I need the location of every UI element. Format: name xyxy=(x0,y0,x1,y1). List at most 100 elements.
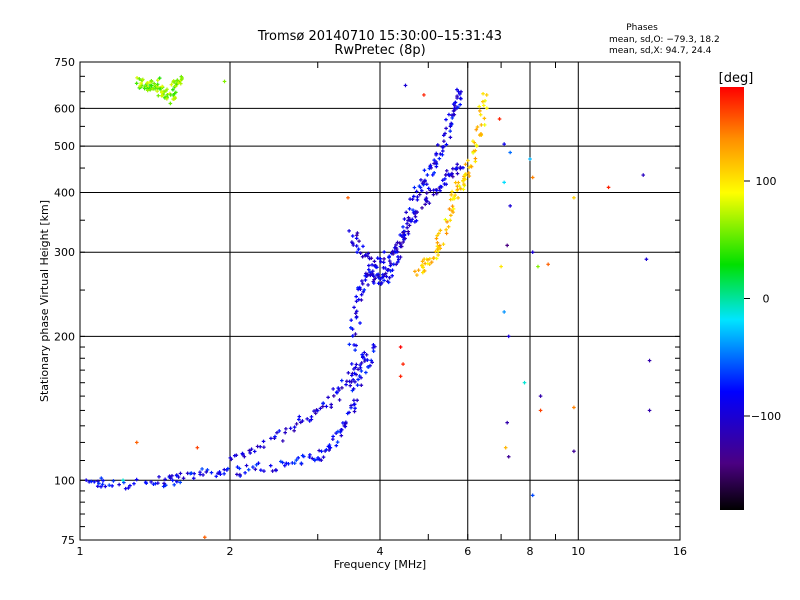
data-point xyxy=(358,251,363,255)
data-point xyxy=(134,81,139,86)
data-point xyxy=(354,314,359,319)
data-point xyxy=(370,263,374,267)
data-point xyxy=(366,267,371,272)
data-point xyxy=(351,377,355,382)
data-point xyxy=(449,121,453,126)
data-point xyxy=(370,360,374,365)
data-point xyxy=(428,164,433,169)
data-point xyxy=(394,250,398,255)
data-point xyxy=(451,197,455,201)
data-point xyxy=(401,225,405,229)
data-point xyxy=(355,383,360,387)
data-point xyxy=(455,171,460,176)
data-point xyxy=(336,386,341,390)
data-point xyxy=(479,132,483,136)
data-point xyxy=(344,382,348,387)
data-point xyxy=(259,468,263,472)
data-point xyxy=(360,352,364,357)
data-point xyxy=(382,278,386,283)
data-point xyxy=(420,259,425,264)
data-point xyxy=(121,478,125,483)
stats-heading: Phases xyxy=(626,23,658,33)
data-point xyxy=(461,187,466,192)
data-point xyxy=(426,261,430,266)
data-point xyxy=(343,421,348,426)
data-point xyxy=(456,180,461,185)
data-point xyxy=(357,239,361,243)
data-point xyxy=(417,192,422,197)
data-point xyxy=(450,189,454,194)
data-point xyxy=(261,439,266,444)
data-point xyxy=(256,461,261,465)
data-point xyxy=(453,106,457,111)
data-point xyxy=(299,461,304,466)
data-point xyxy=(422,269,427,273)
data-point xyxy=(390,268,395,272)
data-point xyxy=(447,112,451,117)
data-point xyxy=(321,455,326,459)
data-point xyxy=(538,394,543,398)
data-point xyxy=(450,204,455,208)
data-point xyxy=(414,218,419,223)
data-point xyxy=(308,452,312,457)
data-point xyxy=(378,257,382,261)
x-axis-label: Frequency [MHz] xyxy=(334,558,426,571)
data-point xyxy=(466,158,470,163)
data-point xyxy=(410,217,415,222)
data-point xyxy=(354,244,359,248)
data-point xyxy=(502,180,506,185)
data-point xyxy=(538,408,543,413)
data-point xyxy=(421,265,425,270)
data-point xyxy=(436,253,440,257)
data-point xyxy=(349,380,354,384)
data-point xyxy=(471,150,475,155)
data-point xyxy=(449,213,453,218)
x-axis-ticks: 1 2 4 6 8 10 16 xyxy=(77,62,687,558)
data-point xyxy=(284,427,288,431)
data-point xyxy=(437,156,442,161)
data-point xyxy=(357,285,362,290)
data-point xyxy=(443,131,447,136)
data-point xyxy=(135,76,139,80)
data-point xyxy=(149,83,154,88)
data-point xyxy=(457,184,462,188)
data-point xyxy=(461,179,465,183)
data-point xyxy=(324,404,329,409)
data-point xyxy=(336,429,340,434)
data-point xyxy=(441,242,446,246)
chart-subtitle: RwPretec (8p) xyxy=(334,43,425,58)
data-point xyxy=(316,457,320,462)
data-point xyxy=(481,99,485,104)
x-tick-label: 8 xyxy=(527,545,534,558)
data-point xyxy=(546,262,550,267)
data-point xyxy=(451,166,455,171)
data-point xyxy=(354,236,359,241)
data-point xyxy=(327,448,331,452)
colorbar-tick-label: 100 xyxy=(756,175,777,188)
data-point xyxy=(451,174,455,179)
data-point xyxy=(379,281,384,285)
data-point xyxy=(363,273,368,278)
data-point xyxy=(158,87,162,91)
data-point xyxy=(430,173,435,177)
data-point xyxy=(354,362,359,367)
data-point xyxy=(356,297,361,302)
data-point xyxy=(229,457,234,462)
data-point xyxy=(381,260,386,265)
data-point xyxy=(95,484,100,489)
data-point xyxy=(319,458,324,462)
data-point xyxy=(401,230,405,235)
data-point xyxy=(315,408,320,413)
data-point xyxy=(398,345,403,349)
data-point xyxy=(441,133,446,138)
data-point xyxy=(502,142,506,146)
data-point xyxy=(437,231,441,236)
data-point xyxy=(482,116,487,121)
data-point xyxy=(359,375,363,380)
data-point xyxy=(253,467,258,472)
data-point xyxy=(331,387,335,391)
data-point xyxy=(297,414,302,419)
data-point xyxy=(435,143,440,147)
data-point xyxy=(427,201,432,206)
data-point xyxy=(429,260,434,264)
